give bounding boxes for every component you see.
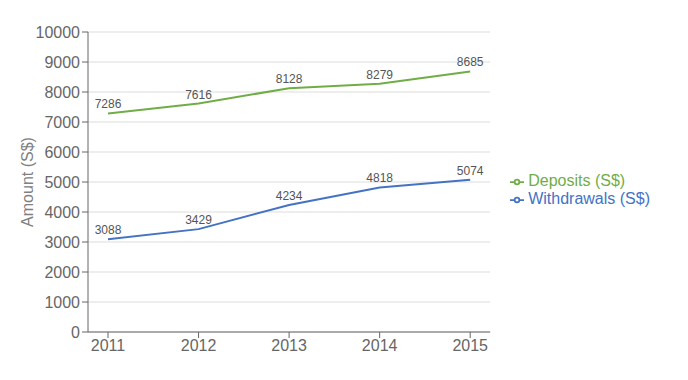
svg-text:8685: 8685	[457, 55, 484, 69]
svg-text:2015: 2015	[452, 337, 488, 354]
svg-text:0: 0	[71, 324, 80, 341]
svg-text:4234: 4234	[276, 189, 303, 203]
svg-text:2013: 2013	[271, 337, 307, 354]
svg-text:7000: 7000	[44, 114, 80, 131]
svg-text:5000: 5000	[44, 174, 80, 191]
svg-text:1000: 1000	[44, 294, 80, 311]
svg-text:2000: 2000	[44, 264, 80, 281]
svg-text:7286: 7286	[95, 97, 122, 111]
svg-text:3429: 3429	[185, 213, 212, 227]
svg-text:7616: 7616	[185, 88, 212, 102]
svg-text:8000: 8000	[44, 84, 80, 101]
svg-text:5074: 5074	[457, 164, 484, 178]
svg-text:6000: 6000	[44, 144, 80, 161]
svg-text:2012: 2012	[181, 337, 217, 354]
svg-text:Amount (S$): Amount (S$)	[19, 137, 36, 227]
svg-text:2014: 2014	[362, 337, 398, 354]
svg-text:10000: 10000	[36, 24, 81, 41]
svg-text:8279: 8279	[366, 68, 393, 82]
svg-text:4000: 4000	[44, 204, 80, 221]
svg-text:3088: 3088	[95, 223, 122, 237]
svg-text:4818: 4818	[366, 171, 393, 185]
html-text:Deposits (S$): Deposits (S$)	[528, 172, 626, 189]
html-text:Withdrawals (S$): Withdrawals (S$)	[528, 190, 650, 207]
svg-text:2011: 2011	[91, 337, 126, 354]
svg-text:9000: 9000	[44, 54, 80, 71]
svg-text:8128: 8128	[276, 72, 303, 86]
svg-text:3000: 3000	[44, 234, 80, 251]
